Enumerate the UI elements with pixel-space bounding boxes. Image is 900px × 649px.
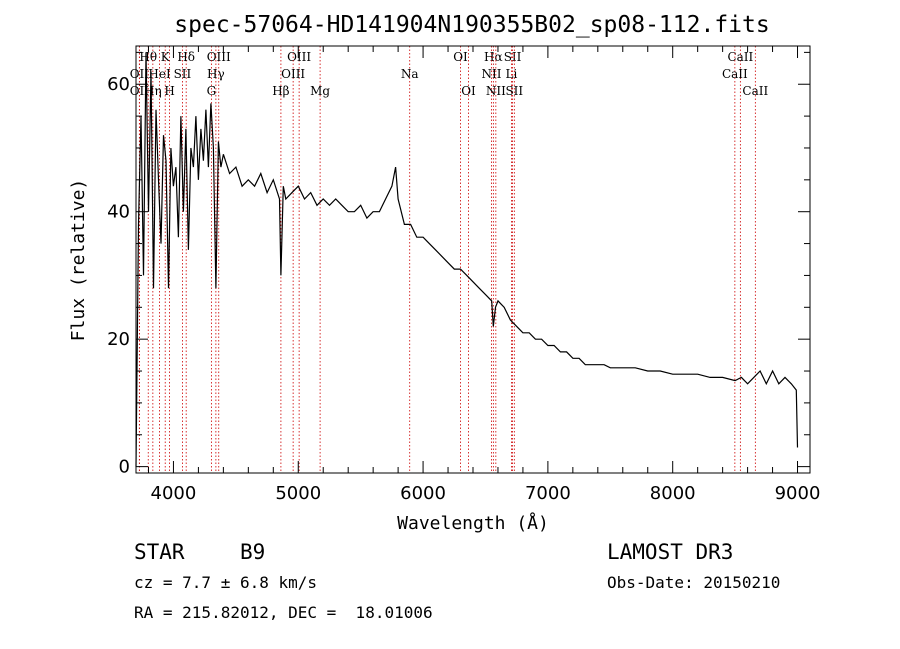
spectral-line-label: SII (505, 84, 523, 98)
spectral-line-label: CaII (727, 50, 753, 64)
chart-title: spec-57064-HD141904N190355B02_sp08-112.f… (174, 12, 769, 38)
spectral-line-label: OII (130, 84, 150, 98)
object-subclass: B9 (240, 540, 266, 564)
y-tick-label: 60 (107, 74, 130, 95)
spectral-line-label: OIII (287, 50, 311, 64)
y-tick-label: 20 (107, 329, 130, 350)
spectral-line-label: Hβ (272, 84, 289, 98)
y-axis-label: Flux (relative) (68, 179, 89, 342)
spectrum-line (135, 52, 799, 467)
spectral-line-label: OI (461, 84, 476, 98)
spectral-line-label: SII (504, 50, 522, 64)
spectral-line-label: G (207, 84, 217, 98)
spectral-line-label: OI (453, 50, 468, 64)
spectral-line-label: SII (174, 67, 192, 81)
spectral-line-label: OIII (207, 50, 231, 64)
object-class: STAR (134, 540, 185, 564)
x-tick-label: 7000 (525, 483, 571, 504)
spectral-line-label: OIII (281, 67, 305, 81)
spectral-line-label: NII (486, 84, 506, 98)
x-tick-label: 4000 (151, 483, 197, 504)
redshift-text: cz = 7.7 ± 6.8 km/s (134, 573, 318, 592)
spectral-line-label: Hδ (177, 50, 195, 64)
spectral-line-label: CaII (722, 67, 748, 81)
spectral-line-label: NII (481, 67, 501, 81)
spectral-line-label: Hη (144, 84, 162, 98)
obs-date-text: Obs-Date: 20150210 (607, 573, 781, 592)
spectral-line-label: K (161, 50, 171, 64)
y-tick-label: 40 (107, 202, 130, 223)
plot-frame (135, 45, 811, 474)
spectral-line-label: Hα (484, 50, 503, 64)
x-tick-label: 9000 (775, 483, 821, 504)
x-tick-label: 6000 (400, 483, 446, 504)
y-tick-label: 0 (119, 457, 130, 478)
x-axis-label: Wavelength (Å) (397, 512, 549, 534)
spectral-line-label: HeI (148, 67, 171, 81)
x-tick-label: 5000 (275, 483, 321, 504)
spectral-line-label: Hθ (139, 50, 157, 64)
spectral-line-label: H (164, 84, 174, 98)
x-tick-label: 8000 (650, 483, 696, 504)
spectral-line-label: Mg (310, 84, 330, 98)
spectral-line-label: Li (506, 67, 518, 81)
survey-name: LAMOST DR3 (607, 540, 734, 564)
spectral-line-label: Na (401, 67, 419, 81)
axis-ticks: 4000 5000 6000 7000 8000 9000 0 20 40 60 (107, 46, 820, 504)
spectral-line-label: CaII (742, 84, 768, 98)
spectral-line-label: Hγ (207, 67, 225, 81)
coordinates-text: RA = 215.82012, DEC = 18.01006 (134, 603, 433, 622)
